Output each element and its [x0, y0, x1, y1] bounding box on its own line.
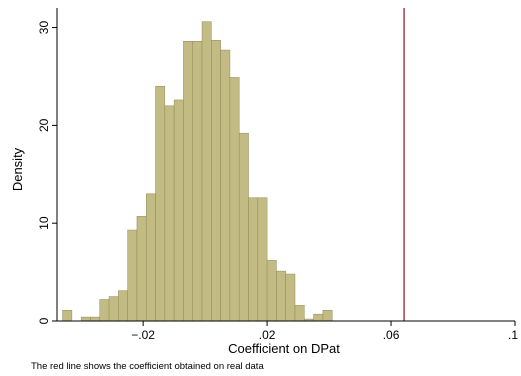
- histogram-bar: [229, 77, 240, 322]
- y-tick-label: 30: [37, 21, 51, 35]
- histogram-bar: [192, 41, 203, 322]
- x-tick-label: .02: [259, 328, 276, 342]
- histogram-bar: [62, 309, 73, 322]
- histogram-bar: [322, 309, 333, 322]
- histogram-bar: [276, 270, 286, 322]
- histogram-bar: [90, 316, 101, 322]
- histogram-bar: [155, 86, 166, 322]
- histogram-bar: [183, 41, 193, 322]
- x-axis-ticks: −.02 .02 .06 .1: [131, 321, 518, 342]
- histogram-bar: [313, 313, 324, 322]
- histogram-bar: [220, 49, 231, 322]
- histogram-bar: [108, 296, 119, 322]
- histogram-bar: [238, 132, 249, 322]
- x-axis-title: Coefficient on DPat: [228, 341, 340, 356]
- histogram-bar: [118, 290, 128, 322]
- chart-note: The red line shows the coefficient obtai…: [31, 361, 264, 372]
- x-tick-label: .1: [508, 328, 518, 342]
- histogram-bar: [266, 260, 277, 322]
- y-tick-label: 20: [37, 118, 51, 132]
- y-axis-title: Density: [10, 147, 25, 191]
- histogram-bar: [201, 21, 212, 322]
- histogram-bar: [80, 316, 91, 322]
- histogram-bar: [285, 273, 296, 322]
- histogram-bar: [248, 197, 259, 322]
- x-tick-label: −.02: [131, 328, 155, 342]
- histogram-bar: [127, 229, 138, 322]
- histogram-bar: [211, 40, 221, 322]
- histogram-bar: [99, 299, 110, 322]
- histogram-bar: [257, 197, 268, 322]
- histogram-bar: [164, 105, 175, 322]
- y-tick-label: 0: [37, 317, 51, 324]
- histogram-bars: [62, 21, 333, 322]
- histogram-bar: [136, 216, 147, 322]
- y-axis-ticks: 0 10 20 30: [37, 21, 57, 324]
- y-tick-label: 10: [37, 216, 51, 230]
- x-tick-label: .06: [383, 328, 400, 342]
- histogram-bar: [145, 193, 156, 322]
- histogram-bar: [173, 99, 184, 322]
- histogram-bar: [294, 305, 305, 322]
